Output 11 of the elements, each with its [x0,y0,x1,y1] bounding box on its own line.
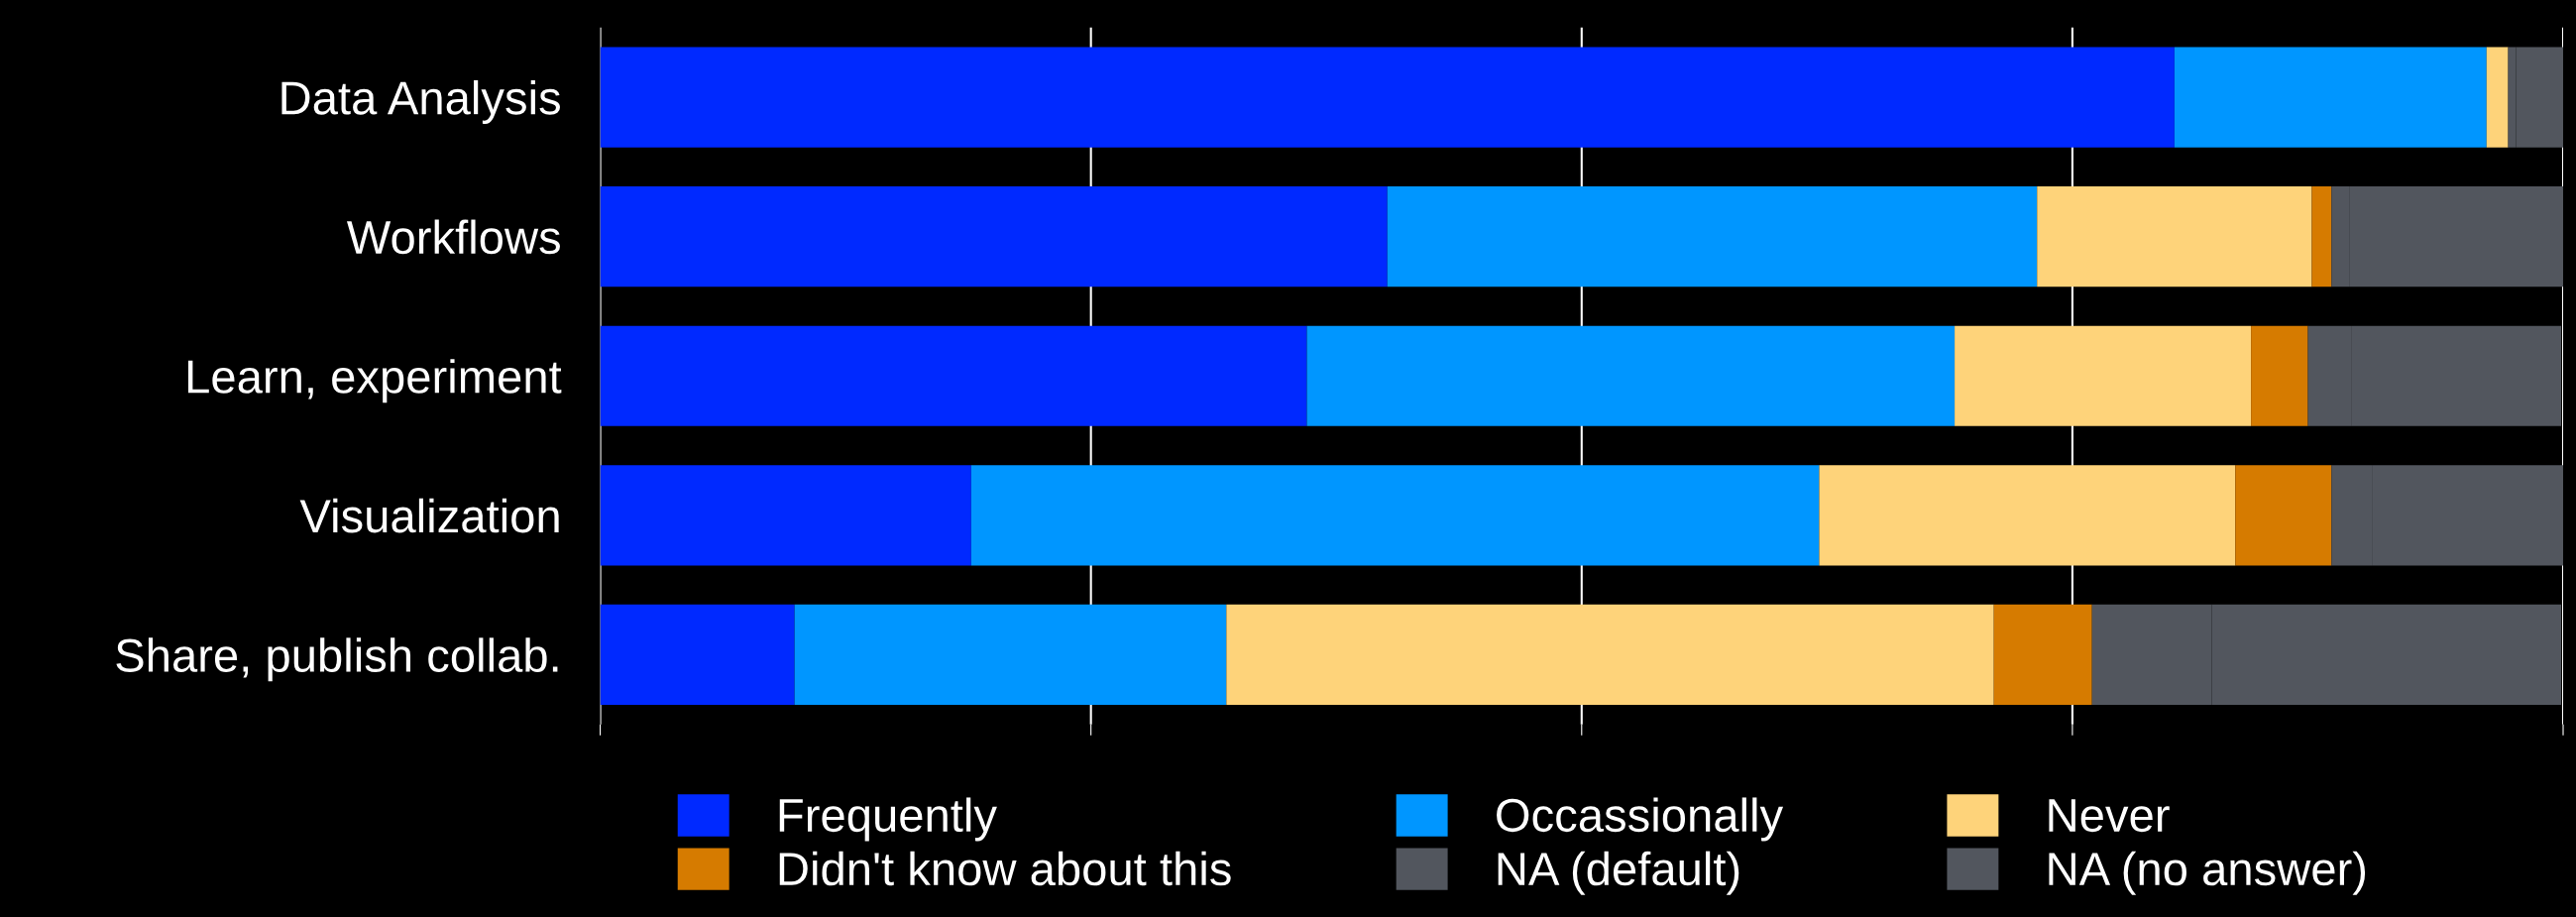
legend-label: Didn't know about this [779,851,1231,886]
y-tick-label: Visualization [299,498,559,533]
y-tick-label: Workflows [346,219,560,255]
legend-label: Occassionally [1497,797,1784,842]
y-tick-label: Data Analysis [281,79,560,124]
legend-label: Never [2049,799,2170,833]
legend-label: NA (no answer) [2049,851,2366,895]
legend-label: Frequently [779,797,997,842]
y-tick-label: Learn, experiment [187,359,562,403]
legend-label: NA (default) [1498,851,1739,895]
y-tick-label: Share, publish collab. [116,637,558,682]
